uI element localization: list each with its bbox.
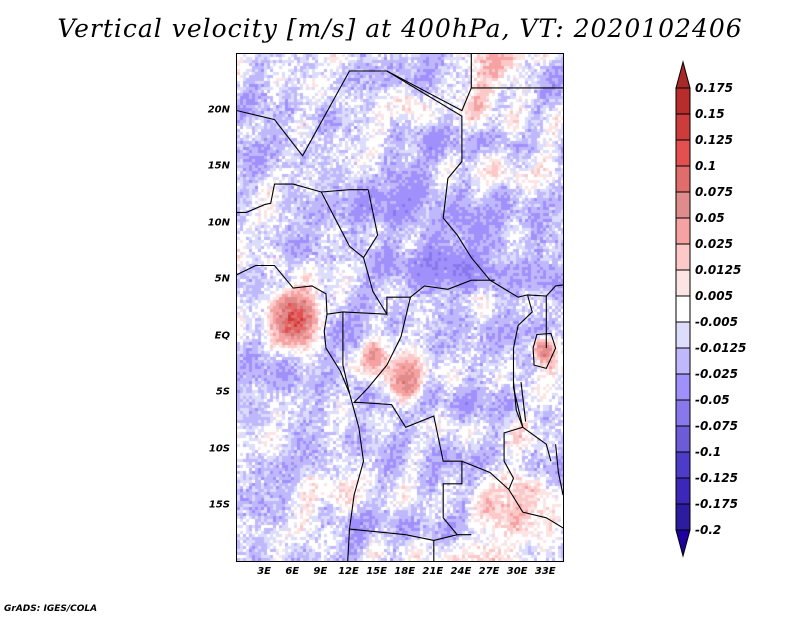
colorbar-box [675, 269, 691, 297]
lon-tick-label: 6E [285, 566, 300, 577]
colorbar-box [675, 425, 691, 453]
lon-tick-label: 12E [338, 566, 359, 577]
colorbar-level-label: -0.125 [695, 471, 738, 485]
border-line [349, 528, 458, 541]
lon-tick-label: 30E [506, 566, 528, 577]
colorbar-max-triangle [675, 60, 691, 89]
lon-tick-label: 15E [366, 566, 387, 577]
colorbar-min-triangle [675, 529, 691, 558]
lon-tick-label: 21E [422, 566, 444, 577]
border-line [352, 297, 472, 536]
country-borders [237, 54, 563, 561]
border-line [237, 264, 365, 561]
border-line [237, 183, 369, 213]
colorbar-level-label: -0.0125 [695, 341, 747, 355]
border-line [512, 381, 524, 428]
colorbar-box [675, 165, 691, 193]
colorbar-box [675, 321, 691, 349]
lat-tick-label: 10S [208, 443, 230, 455]
lat-tick-label: 15N [207, 160, 230, 172]
border-line [555, 444, 563, 496]
colorbar-level-label: -0.025 [695, 367, 738, 381]
colorbar-box [675, 139, 691, 167]
border-line [320, 191, 364, 259]
lat-tick-label: EQ [214, 330, 230, 342]
lon-tick-label: 3E [257, 566, 272, 577]
colorbar-level-label: 0.05 [695, 211, 725, 225]
lon-tick-label: 24E [450, 566, 472, 577]
colorbar-level-label: 0.175 [695, 81, 733, 95]
colorbar-level-label: 0.1 [695, 159, 717, 173]
border-line [508, 489, 563, 529]
colorbar-box [675, 451, 691, 479]
lat-tick-label: 10N [207, 217, 230, 229]
colorbar-level-label: -0.005 [695, 315, 738, 329]
colorbar-box [675, 373, 691, 401]
lon-tick-label: 18E [394, 566, 416, 577]
colorbar-level-label: -0.05 [695, 393, 730, 407]
colorbar-level-label: -0.075 [695, 419, 738, 433]
colorbar-box [675, 503, 691, 531]
chart-title: Vertical velocity [m/s] at 400hPa, VT: 2… [57, 14, 743, 43]
colorbar-level-label: 0.125 [695, 133, 733, 147]
border-line [386, 70, 563, 112]
lon-tick-label: 27E [478, 566, 500, 577]
colorbar-box [675, 113, 691, 141]
lat-tick-label: 20N [207, 104, 230, 116]
vertical-velocity-field [237, 54, 563, 561]
lat-tick-label: 5S [215, 386, 230, 398]
colorbar-box [675, 191, 691, 219]
colorbar-level-label: 0.15 [695, 107, 725, 121]
border-line [522, 426, 552, 462]
colorbar-level-label: -0.1 [695, 445, 722, 459]
colorbar-level-label: 0.0125 [695, 263, 742, 277]
map-panel [236, 53, 564, 562]
colorbar-box [675, 243, 691, 271]
lon-tick-label: 33E [534, 566, 556, 577]
colorbar-level-label: 0.025 [695, 237, 733, 251]
border-line [362, 189, 495, 317]
border-line [342, 311, 351, 394]
colorbar-box [675, 295, 691, 323]
colorbar-box [675, 477, 691, 505]
colorbar-box [675, 217, 691, 245]
lat-tick-label: 15S [208, 499, 230, 511]
colorbar-box [675, 347, 691, 375]
colorbar-box [675, 87, 691, 115]
lon-tick-label: 9E [313, 566, 328, 577]
colorbar-level-label: -0.2 [695, 523, 722, 537]
border-line [237, 70, 563, 298]
credit-text: GrADS: IGES/COLA [4, 604, 98, 614]
colorbar-box [675, 399, 691, 427]
border-line [512, 294, 533, 349]
border-line [532, 332, 557, 370]
colorbar-level-label: 0.075 [695, 185, 733, 199]
border-line [520, 381, 527, 422]
colorbar-level-label: -0.175 [695, 497, 738, 511]
lat-tick-label: 5N [214, 273, 230, 285]
colorbar-level-label: 0.005 [695, 289, 733, 303]
border-line [461, 348, 524, 491]
